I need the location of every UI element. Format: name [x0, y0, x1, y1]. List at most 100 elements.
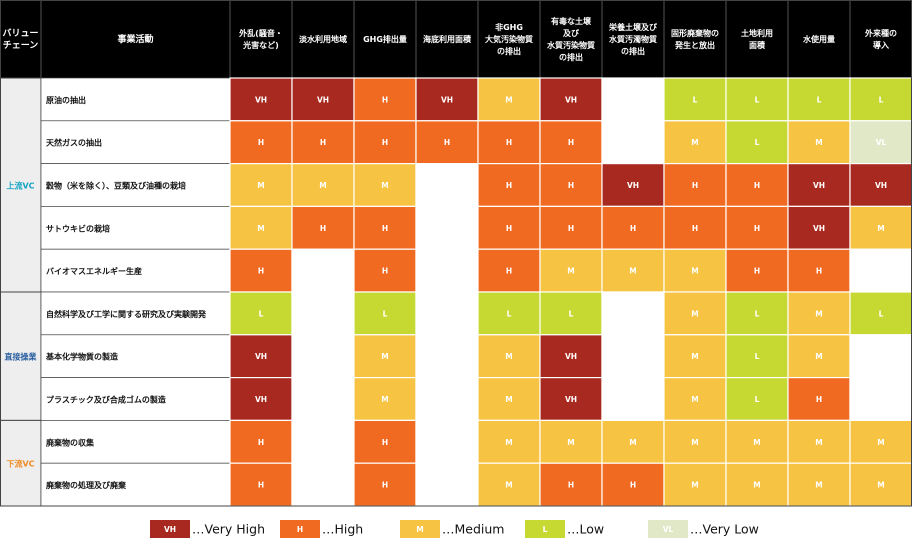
- heatmap-cell: [849, 77, 912, 122]
- heatmap-cell: [725, 205, 789, 250]
- column-header: 淡水利用地域: [299, 34, 347, 44]
- cell-value: M: [505, 438, 512, 447]
- cell-value: M: [691, 438, 698, 447]
- heatmap-cell: [663, 205, 727, 250]
- cell-value: M: [381, 395, 388, 404]
- row-label: 原油の抽出: [46, 95, 86, 105]
- heatmap-cell: [787, 419, 851, 464]
- legend-text: …Very High: [192, 522, 265, 537]
- legend-swatch: [150, 520, 190, 538]
- heatmap-cell: [849, 291, 912, 336]
- cell-value: L: [259, 309, 264, 318]
- row-label: 廃棄物の処理及び廃棄: [46, 480, 127, 490]
- cell-value: M: [691, 352, 698, 361]
- heatmap-cell: [229, 248, 293, 293]
- heatmap-cell: [601, 120, 665, 165]
- column-header: 非GHG 大気汚染物質の排出: [485, 22, 533, 56]
- cell-value: L: [693, 95, 698, 104]
- row-label-cell: [40, 120, 231, 164]
- heatmap-cell: [663, 334, 727, 379]
- cell-value: VH: [813, 181, 825, 190]
- heatmap-cell: [787, 248, 851, 293]
- column-header: 外来種の導入: [865, 28, 897, 50]
- heatmap-cell: [415, 334, 479, 379]
- legend-swatch: [400, 520, 440, 538]
- cell-value: L: [817, 95, 822, 104]
- cell-value: L: [879, 309, 884, 318]
- row-label: 穀物（米を除く）、豆類及び油種の栽培: [45, 181, 186, 191]
- heatmap-cell: [539, 248, 603, 293]
- heatmap-cell: [415, 377, 479, 422]
- cell-value: VH: [875, 181, 887, 190]
- cell-value: VH: [255, 352, 267, 361]
- heatmap-cell: [415, 205, 479, 250]
- cell-value: M: [815, 309, 822, 318]
- heatmap-cell: [415, 462, 479, 507]
- heatmap-cell: [353, 248, 417, 293]
- cell-value: H: [692, 224, 698, 233]
- cell-value: M: [505, 395, 512, 404]
- cell-value: M: [505, 352, 512, 361]
- heatmap-cell: [539, 462, 603, 507]
- header-activity: 事業活動: [117, 33, 153, 45]
- row-label: 基本化学物質の製造: [45, 352, 118, 362]
- cell-value: L: [755, 309, 760, 318]
- heatmap-cell: [477, 419, 541, 464]
- cell-value: L: [383, 309, 388, 318]
- heatmap-cell: [229, 462, 293, 507]
- heatmap-cell: [415, 163, 479, 208]
- cell-value: M: [505, 481, 512, 490]
- heatmap-cell: [539, 205, 603, 250]
- cell-value: L: [755, 352, 760, 361]
- heatmap-cell: [849, 377, 912, 422]
- cell-value: H: [754, 267, 760, 276]
- heatmap-cell: [601, 248, 665, 293]
- cell-value: H: [382, 138, 388, 147]
- stage-label: 上流VC: [6, 181, 34, 191]
- heatmap-cell: [539, 163, 603, 208]
- cell-value: M: [815, 352, 822, 361]
- row-label: サトウキビの栽培: [46, 223, 110, 233]
- cell-value: H: [382, 481, 388, 490]
- cell-value: L: [755, 95, 760, 104]
- cell-value: M: [691, 309, 698, 318]
- cell-value: M: [815, 438, 822, 447]
- row-label-cell: [40, 291, 231, 336]
- cell-value: M: [815, 481, 822, 490]
- cell-value: VH: [565, 95, 577, 104]
- heatmap-cell: [415, 291, 479, 336]
- cell-value: H: [506, 138, 512, 147]
- heatmap-cell: [229, 77, 293, 122]
- cell-value: H: [568, 181, 574, 190]
- heatmap-cell: [725, 163, 789, 208]
- cell-value: M: [691, 138, 698, 147]
- cell-value: H: [444, 138, 450, 147]
- cell-value: M: [753, 481, 760, 490]
- cell-value: VH: [441, 95, 453, 104]
- heatmap-cell: [663, 462, 727, 507]
- row-label-cell: [40, 206, 231, 250]
- cell-value: H: [506, 181, 512, 190]
- heatmap-cell: [601, 291, 665, 336]
- cell-value: VL: [876, 138, 887, 147]
- heatmap-cell: [477, 77, 541, 122]
- legend-code: VH: [164, 525, 176, 534]
- cell-value: H: [754, 224, 760, 233]
- heatmap-cell: [477, 462, 541, 507]
- heatmap-cell: [291, 334, 355, 379]
- column-header: GHG排出量: [363, 34, 407, 44]
- cell-value: H: [506, 267, 512, 276]
- row-label-cell: [40, 377, 231, 421]
- heatmap-cell: [291, 248, 355, 293]
- heatmap-cell: [601, 334, 665, 379]
- heatmap-cell: [663, 120, 727, 165]
- legend-swatch: [280, 520, 320, 538]
- heatmap-cell: [725, 291, 789, 336]
- heatmap-cell: [291, 205, 355, 250]
- cell-value: H: [258, 267, 264, 276]
- heatmap-cell: [353, 205, 417, 250]
- cell-value: VH: [813, 224, 825, 233]
- stage-label: 下流VC: [6, 459, 34, 469]
- cell-value: L: [507, 309, 512, 318]
- cell-value: H: [816, 395, 822, 404]
